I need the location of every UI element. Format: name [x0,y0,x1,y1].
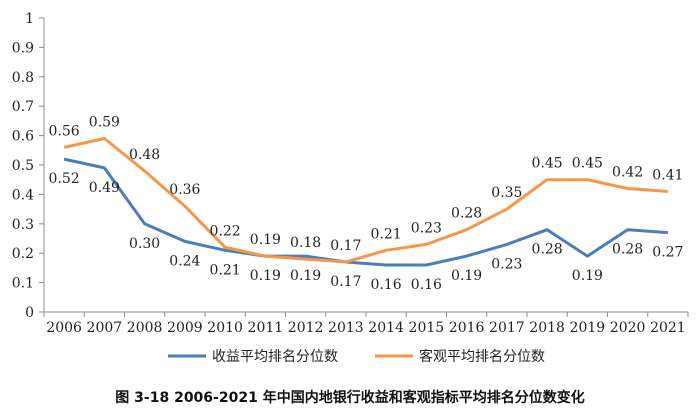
x-tick-label: 2019 [570,320,606,336]
data-label: 0.59 [89,115,120,131]
data-label: 0.52 [49,171,80,187]
legend-label-2: 客观平均排名分位数 [419,348,545,365]
data-label: 0.49 [89,180,120,196]
data-label-layer: 0.52 0.49 0.30 0.24 0.21 0.19 0.19 0.17 0.16 0.16… [49,115,684,293]
x-tick-label: 2006 [46,320,82,336]
x-tick-label: 2017 [489,320,525,336]
legend: 收益平均排名分位数 客观平均排名分位数 [168,348,545,365]
x-tick-label: 2008 [127,320,163,336]
y-tick-label: 0.6 [12,129,34,145]
data-label: 0.16 [371,277,402,293]
y-tick-label: 0 [25,305,34,321]
y-tick-label: 0.5 [12,158,34,174]
data-label: 0.23 [411,220,442,236]
x-axis: 2006 2007 2008 2009 2010 2011 2012 2013 2014 2015… [43,311,689,336]
data-label: 0.35 [491,185,522,201]
data-label: 0.19 [250,268,281,284]
data-label: 0.30 [129,236,160,252]
y-tick-label: 0.4 [12,187,34,203]
data-label: 0.17 [330,238,361,254]
data-label: 0.19 [451,268,482,284]
series-layer [63,137,669,267]
data-label: 0.48 [129,147,160,163]
data-label: 0.45 [572,156,603,172]
y-tick-label: 0.7 [12,99,34,115]
x-tick-label: 2007 [87,320,123,336]
data-label: 0.16 [411,277,442,293]
x-tick-label: 2016 [449,320,485,336]
data-label: 0.21 [371,226,402,242]
data-label: 0.19 [290,268,321,284]
x-tick-label: 2010 [207,320,243,336]
x-tick-label: 2018 [529,320,565,336]
y-tick-label: 0.2 [12,246,34,262]
x-tick-label: 2011 [248,320,284,336]
x-tick-label: 2013 [328,320,364,336]
x-tick-label: 2012 [288,320,324,336]
x-tick-label: 2009 [167,320,203,336]
data-label: 0.42 [612,165,643,181]
data-label: 0.45 [532,156,563,172]
data-label: 0.18 [290,235,321,251]
data-label: 0.19 [572,268,603,284]
data-label: 0.36 [169,182,200,198]
data-label: 0.24 [169,253,200,269]
y-tick-label: 1 [25,11,34,27]
data-label: 0.27 [652,245,683,261]
data-label: 0.17 [330,274,361,290]
y-tick-label: 0.8 [12,70,34,86]
data-label: 0.28 [451,206,482,222]
y-tick-label: 0.1 [12,276,34,292]
y-tick-label: 0.9 [12,40,34,56]
series-line-1 [63,157,669,267]
series-line-2 [63,137,669,264]
data-label: 0.28 [612,242,643,258]
x-tick-label: 2014 [368,320,404,336]
data-label: 0.21 [210,262,241,278]
data-label: 0.22 [210,223,241,239]
legend-label-1: 收益平均排名分位数 [212,349,338,365]
data-label: 0.28 [532,242,563,258]
data-label: 0.19 [250,232,281,248]
data-label: 0.41 [652,167,683,183]
data-label: 0.23 [491,256,522,272]
x-tick-label: 2021 [650,320,686,336]
chart-title: 图 3-18 2006-2021 年中国内地银行收益和客观指标平均排名分位数变化 [115,389,584,406]
y-tick-label: 0.3 [12,217,34,233]
data-label: 0.56 [49,123,80,139]
x-tick-label: 2015 [409,320,445,336]
y-axis: 0 0.1 0.2 0.3 0.4 0.5 0.6 0.7 0.8 0.9 1 [12,11,45,321]
x-tick-label: 2020 [610,320,646,336]
